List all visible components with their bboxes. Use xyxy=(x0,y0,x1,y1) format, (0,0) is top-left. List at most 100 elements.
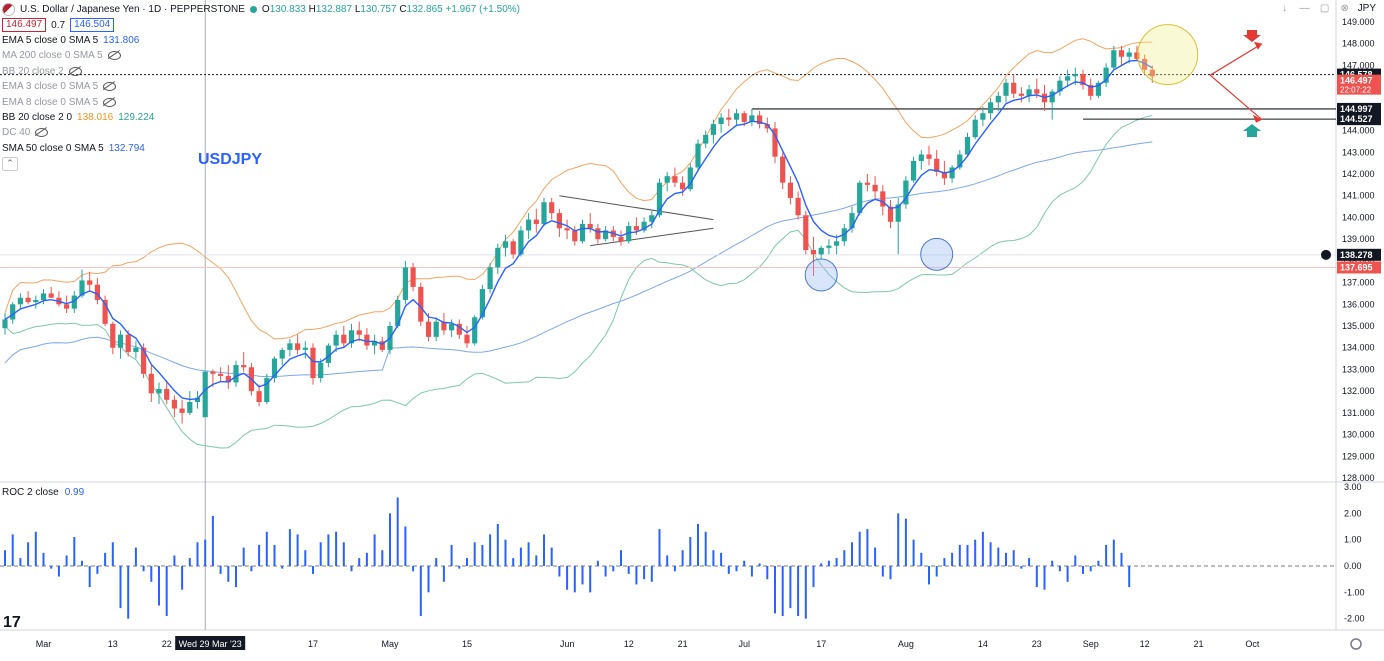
candle-body xyxy=(941,171,947,179)
hidden-eye-icon[interactable] xyxy=(35,128,49,138)
y-tick-label: 133.000 xyxy=(1342,364,1375,374)
roc-tick-label: 2.00 xyxy=(1344,508,1362,518)
scroll-down-icon[interactable]: ↓ xyxy=(1282,2,1288,14)
candle-body xyxy=(410,267,416,287)
candle-body xyxy=(171,399,177,409)
low-circle-1 xyxy=(804,258,838,292)
x-tick-label: 17 xyxy=(816,639,826,649)
candle-body xyxy=(418,286,424,322)
indicator-row[interactable]: BB 20 close 2 0 138.016 129.224 xyxy=(2,110,520,125)
indicator-row[interactable]: EMA 3 close 0 SMA 5 xyxy=(2,79,520,94)
candle-body xyxy=(302,347,308,350)
candle-body xyxy=(87,280,93,285)
candle-body xyxy=(664,176,670,183)
minimize-icon[interactable]: — xyxy=(1299,2,1310,14)
y-tick-label: 130.000 xyxy=(1342,430,1375,440)
indicator-row[interactable]: SMA 50 close 0 SMA 5 132.794 xyxy=(2,141,520,156)
candle-body xyxy=(1072,74,1078,77)
candle-body xyxy=(972,119,978,138)
sell-price-button[interactable]: 146.497 xyxy=(2,18,47,33)
buy-price-button[interactable]: 146.504 xyxy=(70,18,115,33)
roc-tick-label: -1.00 xyxy=(1344,587,1365,597)
candle-body xyxy=(141,347,147,374)
candle-body xyxy=(641,221,647,231)
candle-body xyxy=(1018,93,1024,96)
maximize-icon[interactable]: ▢ xyxy=(1319,2,1330,14)
projection-down-line xyxy=(1209,74,1263,121)
x-tick-label: 21 xyxy=(1193,639,1203,649)
y-tick-label: 137.000 xyxy=(1342,278,1375,288)
candle-body xyxy=(957,154,963,168)
candle-body xyxy=(579,223,586,242)
collapse-legend-button[interactable]: ⌃ xyxy=(2,156,18,171)
hidden-eye-icon[interactable] xyxy=(107,51,121,61)
candle-body xyxy=(518,230,524,255)
roc-label[interactable]: ROC 2 close xyxy=(2,487,59,498)
trade-row: 146.497 0.7 146.504 xyxy=(2,17,520,33)
roc-tick-label: 0.00 xyxy=(1344,561,1362,571)
candle-body xyxy=(225,375,231,383)
candle-body xyxy=(595,228,601,240)
candle-body xyxy=(264,378,270,402)
candle-body xyxy=(133,347,139,353)
currency-label[interactable]: JPY xyxy=(1357,2,1376,14)
x-tick-label: 12 xyxy=(624,639,634,649)
y-tick-label: 131.000 xyxy=(1342,408,1375,418)
indicator-label: EMA 8 close 0 SMA 5 xyxy=(2,96,99,108)
indicator-label: MA 200 close 0 SMA 5 xyxy=(2,50,103,62)
candle-body xyxy=(818,247,824,255)
candle-body xyxy=(587,223,593,229)
usd-flag-icon xyxy=(2,3,15,17)
candle-body xyxy=(17,297,23,305)
candle-body xyxy=(603,230,609,240)
y-tick-label: 132.000 xyxy=(1342,386,1375,396)
projection-up-arrowhead xyxy=(1254,41,1262,50)
candle-body xyxy=(71,295,77,309)
candle-body xyxy=(164,388,170,400)
candle-body xyxy=(949,167,955,179)
symbol-title[interactable]: U.S. Dollar / Japanese Yen · 1D · PEPPER… xyxy=(20,4,245,16)
candle-body xyxy=(964,137,971,155)
candle-body xyxy=(795,197,801,216)
hidden-eye-icon[interactable] xyxy=(103,97,117,107)
indicator-row[interactable]: BB 20 close 2 xyxy=(2,64,520,79)
candle-body xyxy=(472,317,478,344)
settings-gear-icon xyxy=(1350,638,1362,650)
candle-body xyxy=(1134,52,1140,59)
close-icon[interactable]: ⊗ xyxy=(1340,2,1349,14)
hidden-eye-icon[interactable] xyxy=(68,66,82,76)
projection-down-arrowhead xyxy=(1253,114,1262,123)
crosshair-date-label: Wed 29 Mar '23 xyxy=(179,639,242,649)
y-tick-label: 143.000 xyxy=(1342,147,1375,157)
candle-body xyxy=(849,213,855,229)
y-tick-label: 140.000 xyxy=(1342,212,1375,222)
hidden-eye-icon[interactable] xyxy=(103,82,117,92)
candle-body xyxy=(271,358,278,379)
candle-body xyxy=(372,341,378,346)
candle-body xyxy=(449,323,455,331)
candle-body xyxy=(772,128,778,157)
candle-body xyxy=(25,297,31,303)
candle-body xyxy=(1111,50,1117,68)
candle-body xyxy=(1080,74,1086,85)
candle-body xyxy=(48,293,54,298)
candle-body xyxy=(102,299,108,324)
indicator-row[interactable]: EMA 5 close 0 SMA 5 131.806 xyxy=(2,33,520,48)
candle-body xyxy=(911,160,917,181)
indicator-row[interactable]: MA 200 close 0 SMA 5 xyxy=(2,48,520,63)
candle-body xyxy=(148,373,154,394)
candle-body xyxy=(764,124,770,129)
high-circle xyxy=(1137,24,1199,86)
x-tick-label: 17 xyxy=(308,639,318,649)
indicator-row[interactable]: DC 40 xyxy=(2,125,520,140)
indicator-row[interactable]: EMA 8 close 0 SMA 5 xyxy=(2,94,520,109)
candle-body xyxy=(40,293,47,300)
candle-body xyxy=(718,117,724,125)
candle-body xyxy=(279,349,285,359)
candle-body xyxy=(364,334,370,346)
candle-body xyxy=(1118,50,1125,57)
candle-body xyxy=(934,158,940,172)
indicator-value: 138.016 xyxy=(77,111,114,123)
candle-body xyxy=(633,226,639,231)
ohlc-value: +1.967 (+1.50%) xyxy=(445,4,520,16)
